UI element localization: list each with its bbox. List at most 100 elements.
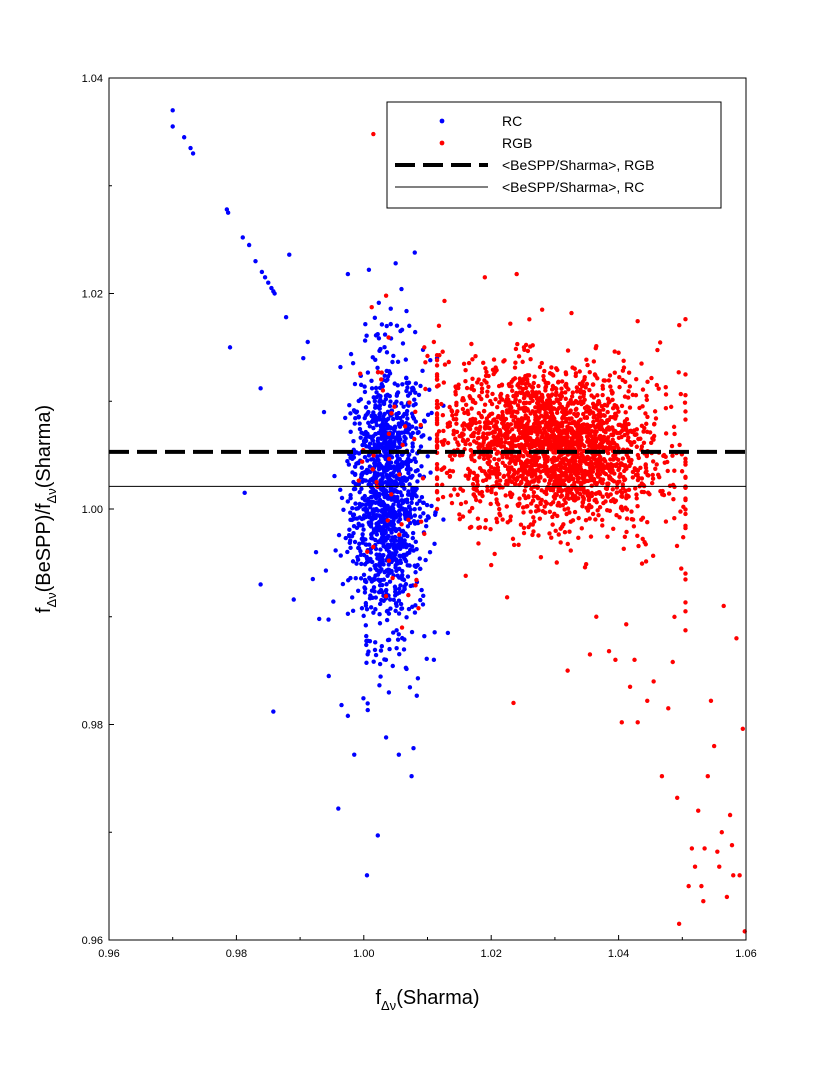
rc-point xyxy=(377,417,382,422)
rc-point xyxy=(417,506,422,511)
rgb-point xyxy=(614,490,619,495)
rc-point xyxy=(377,552,382,557)
rgb-point xyxy=(536,440,541,445)
rgb-point xyxy=(544,413,550,418)
rgb-point xyxy=(544,486,550,491)
rgb-point xyxy=(485,460,490,465)
rc-point xyxy=(345,459,350,464)
rgb-point xyxy=(592,498,597,503)
rgb-point xyxy=(556,380,561,385)
rgb-point xyxy=(667,483,673,488)
rgb-point xyxy=(460,397,465,403)
rgb-point xyxy=(549,414,555,420)
rgb-point xyxy=(617,375,622,380)
rc-point xyxy=(310,576,316,582)
rgb-point xyxy=(463,368,468,373)
rgb-point xyxy=(434,411,440,416)
rgb-point xyxy=(661,452,667,458)
rc-point xyxy=(366,453,372,458)
rgb-point xyxy=(466,466,471,472)
x-tick-label: 1.06 xyxy=(735,948,756,960)
rc-point xyxy=(240,235,245,240)
rgb-point xyxy=(551,400,557,405)
rc-point xyxy=(366,556,372,562)
rc-point xyxy=(376,336,382,341)
rgb-point xyxy=(512,454,518,459)
rgb-point xyxy=(665,468,670,474)
rgb-point xyxy=(671,496,676,502)
rc-point xyxy=(353,576,358,581)
rgb-point xyxy=(496,502,501,507)
rc-point xyxy=(371,425,376,431)
rc-point xyxy=(350,608,356,614)
x-tick-label: 1.00 xyxy=(353,948,374,960)
rgb-point xyxy=(641,429,646,434)
rgb-point xyxy=(510,413,515,419)
rc-point xyxy=(387,527,392,532)
rgb-point xyxy=(499,397,504,402)
rgb-point xyxy=(605,462,610,468)
rgb-point xyxy=(533,462,538,468)
rgb-point xyxy=(485,425,491,430)
rc-point xyxy=(378,648,384,653)
rgb-point xyxy=(614,462,620,467)
rc-point xyxy=(409,774,414,779)
rc-point xyxy=(377,601,383,607)
rc-point xyxy=(386,611,392,616)
rc-point xyxy=(379,507,385,513)
rc-point xyxy=(384,350,390,355)
rc-point xyxy=(396,422,402,428)
rgb-point xyxy=(529,472,534,478)
rgb-point xyxy=(577,395,583,400)
rc-point xyxy=(364,542,369,547)
rc-point xyxy=(225,210,231,215)
rgb-point xyxy=(639,476,645,481)
rgb-point xyxy=(563,474,569,479)
rgb-point xyxy=(494,439,499,445)
rgb-point xyxy=(536,420,541,425)
x-tick-label: 0.96 xyxy=(98,948,119,960)
rgb-point xyxy=(579,526,584,531)
rgb-point xyxy=(516,503,521,509)
legend-marker xyxy=(439,140,445,146)
rgb-point xyxy=(386,558,392,563)
rgb-point xyxy=(668,404,674,410)
rgb-point xyxy=(448,493,454,498)
rgb-point xyxy=(546,421,551,427)
rgb-point xyxy=(613,657,618,663)
rgb-point xyxy=(525,440,530,446)
rgb-point xyxy=(606,649,612,654)
rc-point xyxy=(340,581,346,587)
rgb-point xyxy=(571,476,576,482)
rc-point xyxy=(427,436,432,441)
data-points xyxy=(170,108,747,934)
rgb-point xyxy=(378,377,384,382)
rgb-point xyxy=(520,359,525,365)
rgb-point xyxy=(591,478,597,483)
x-label-sub: Δν xyxy=(381,998,396,1013)
rgb-point xyxy=(414,577,419,583)
rgb-point xyxy=(552,434,558,440)
rc-point xyxy=(403,665,409,670)
rgb-point xyxy=(470,376,475,381)
rc-point xyxy=(397,542,402,547)
rgb-point xyxy=(470,416,476,422)
rgb-point xyxy=(468,448,474,453)
rgb-point xyxy=(607,373,613,378)
rc-point xyxy=(418,444,424,449)
rgb-point xyxy=(476,541,481,546)
rgb-point xyxy=(729,842,735,848)
rgb-point xyxy=(585,408,591,414)
rgb-point xyxy=(521,525,527,531)
rgb-point xyxy=(642,539,647,545)
rgb-point xyxy=(570,518,576,523)
rc-point xyxy=(371,527,377,532)
rgb-point xyxy=(653,466,658,472)
rgb-point xyxy=(678,509,683,514)
rc-point xyxy=(348,411,353,416)
rgb-point xyxy=(584,456,590,461)
rc-point xyxy=(383,657,389,663)
rgb-point xyxy=(621,358,626,363)
rgb-point xyxy=(521,493,527,498)
rgb-point xyxy=(641,440,647,445)
